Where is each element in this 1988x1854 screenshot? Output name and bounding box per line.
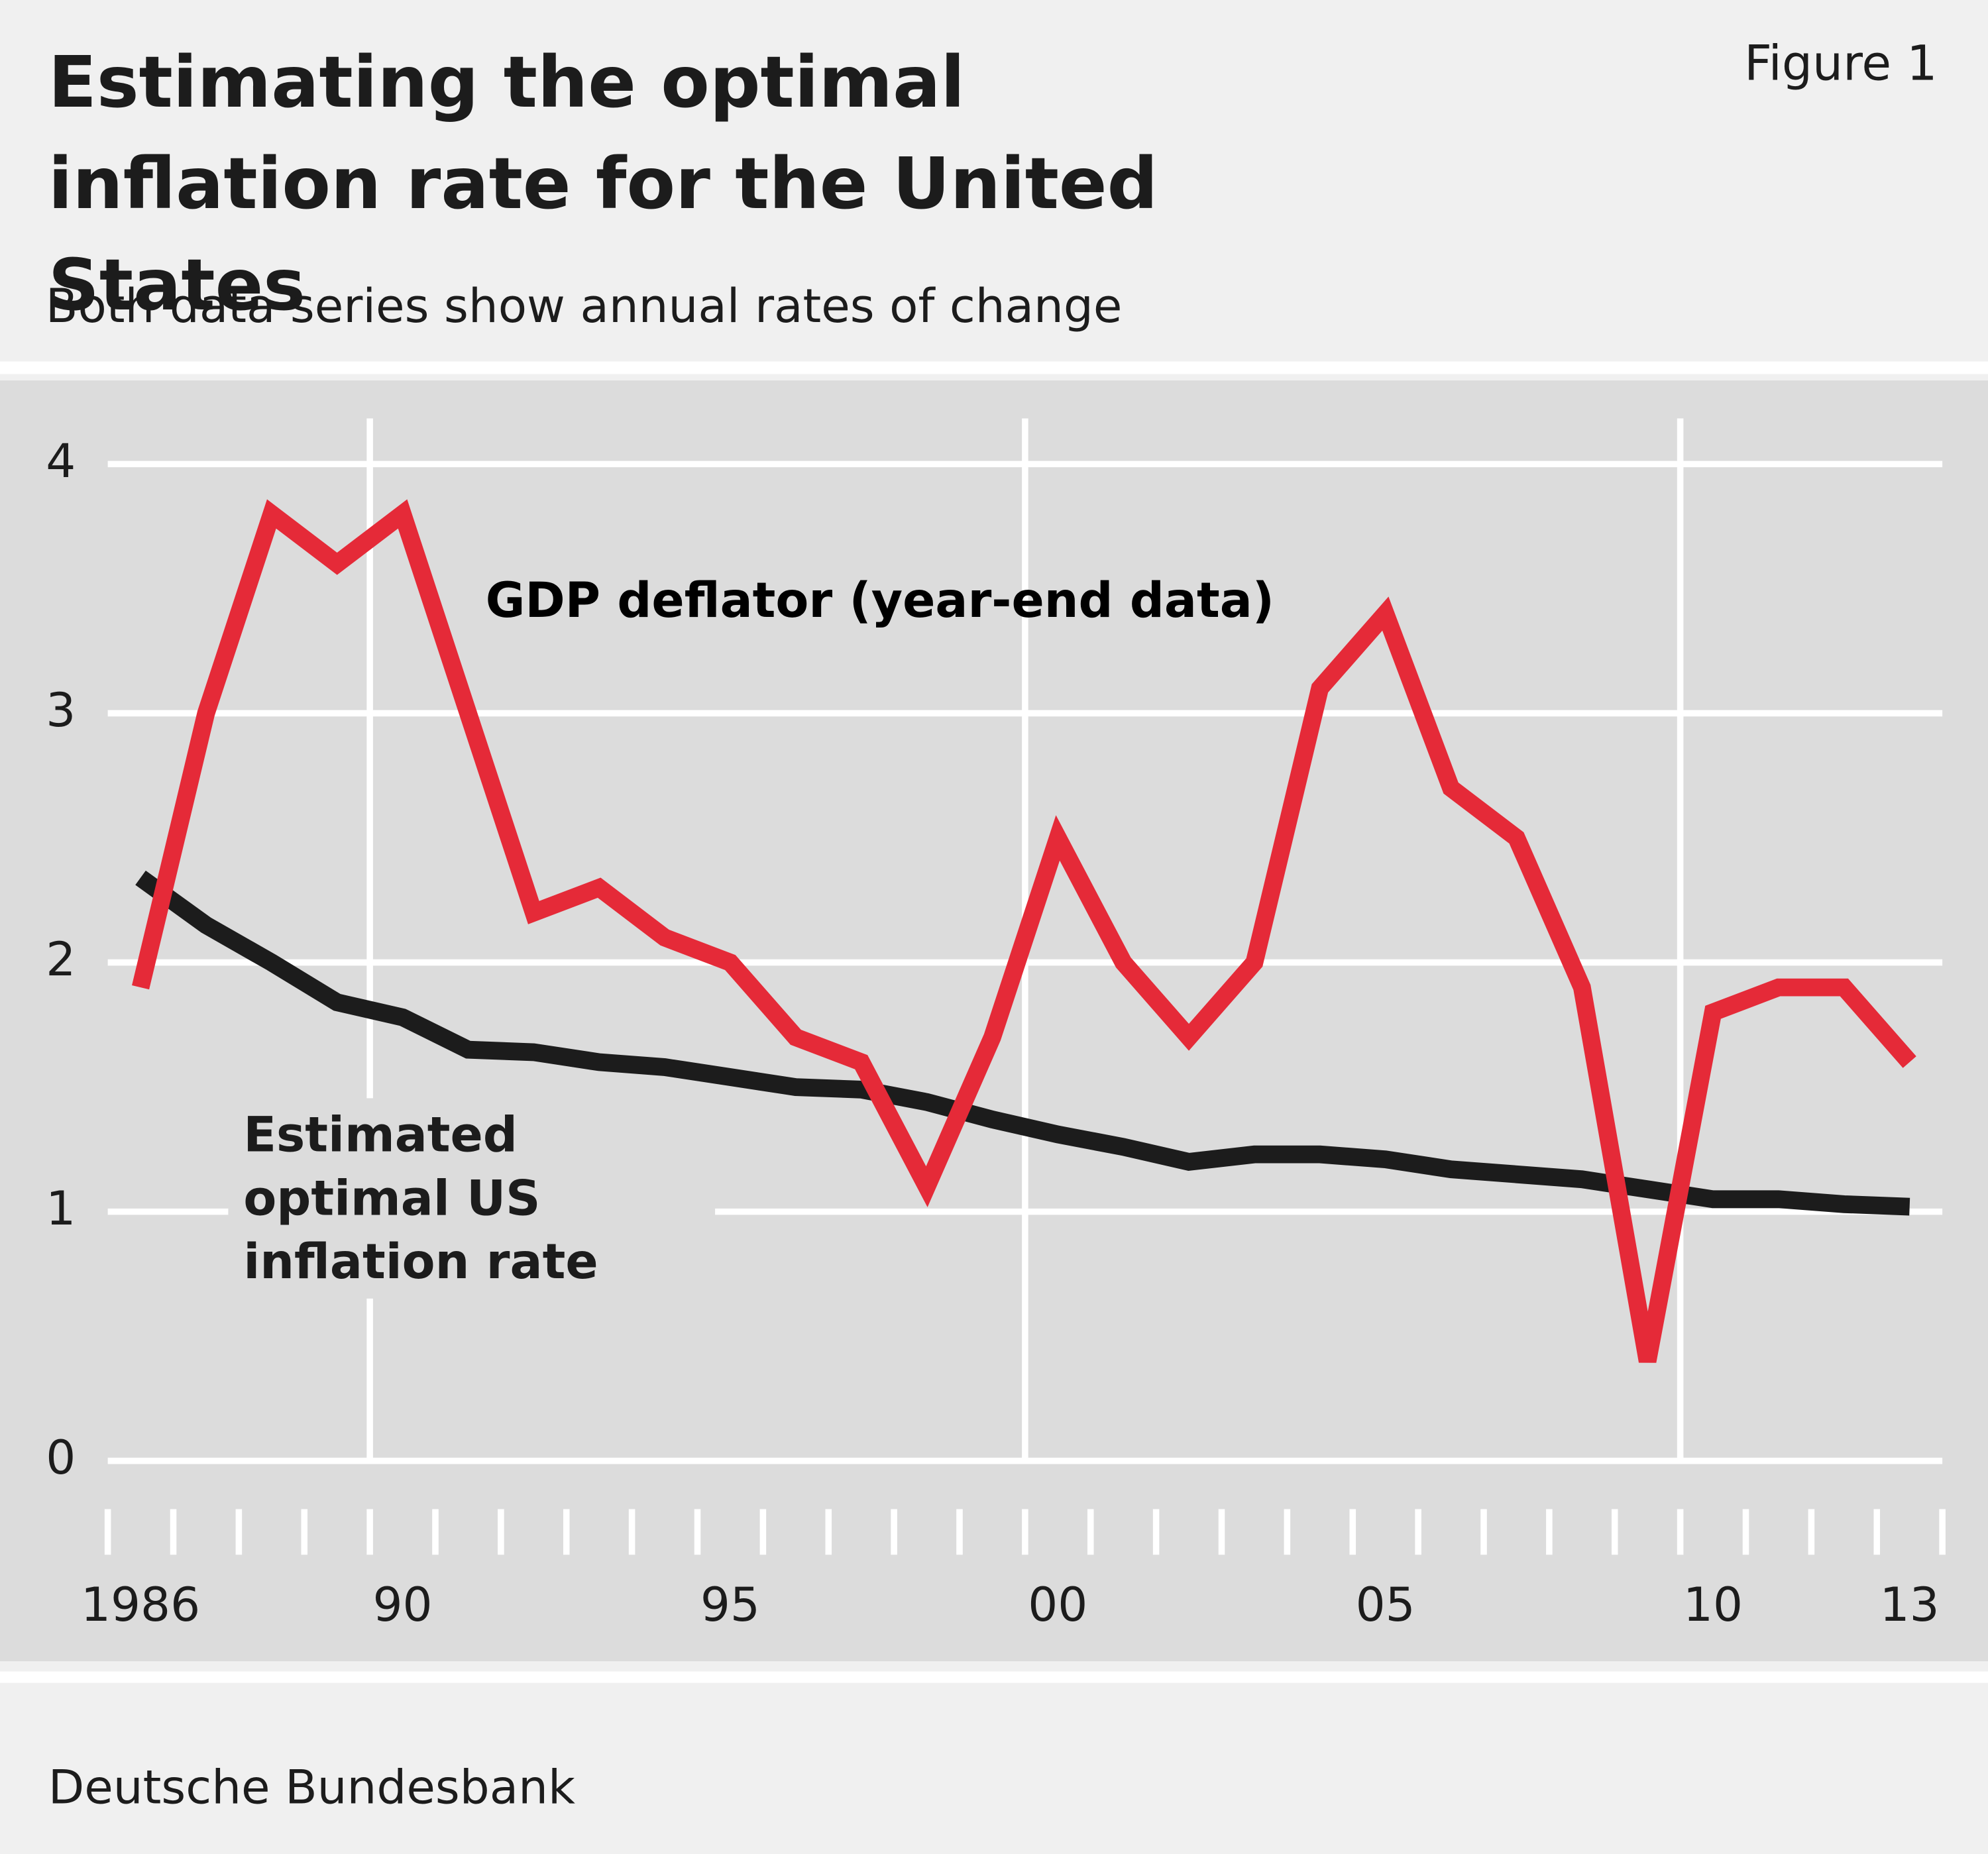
x-tick-label: 1986 — [81, 1577, 200, 1632]
figure-label: Figure 1 — [1744, 35, 1938, 91]
separator — [0, 361, 1988, 374]
y-tick-label: 3 — [46, 682, 76, 737]
subtitle: Both data series show annual rates of ch… — [45, 279, 1123, 334]
series-label: GDP deflator (year-end data) — [486, 573, 1274, 629]
y-tick-label: 1 — [46, 1181, 76, 1236]
y-tick-label: 2 — [46, 932, 76, 987]
y-tick-label: 0 — [46, 1430, 76, 1485]
x-tick-label: 90 — [373, 1577, 433, 1632]
y-tick-label: 4 — [46, 433, 76, 488]
x-tick-label: 05 — [1356, 1577, 1415, 1632]
series-label: Estimated optimal US inflation rate — [228, 1098, 716, 1299]
series-line — [132, 499, 1916, 1363]
chart-title: Estimating the optimal inflation rate fo… — [48, 42, 1158, 327]
x-tick-label: 13 — [1880, 1577, 1940, 1632]
separator — [0, 1671, 1988, 1683]
x-tick-label: 95 — [700, 1577, 760, 1632]
x-tick-label: 10 — [1683, 1577, 1743, 1632]
x-tick-label: 00 — [1028, 1577, 1087, 1632]
source: Deutsche Bundesbank — [48, 1760, 575, 1815]
